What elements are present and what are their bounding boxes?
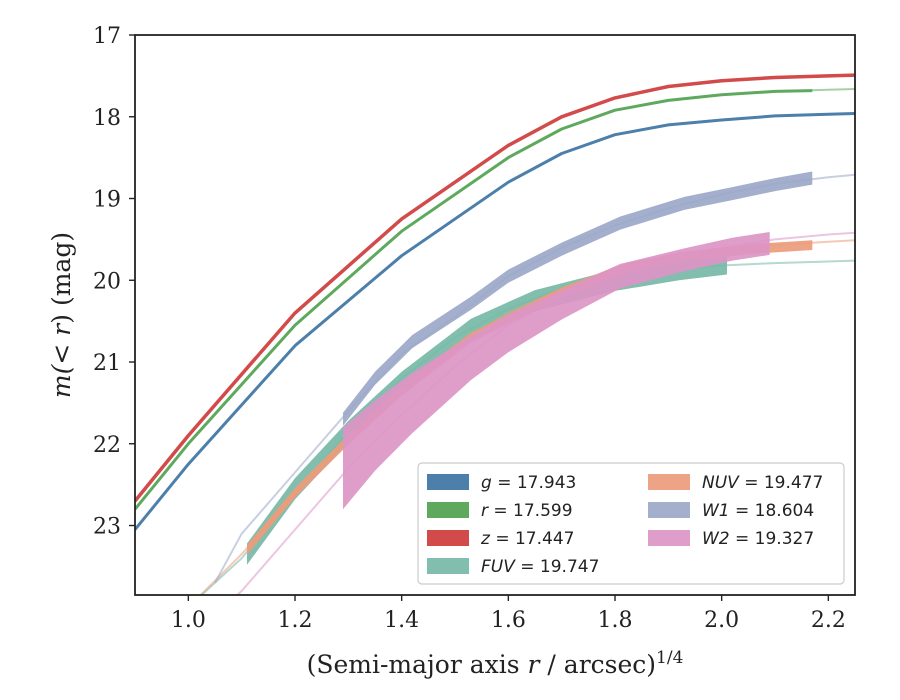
series-W2 — [235, 231, 855, 595]
y-tick-label: 19 — [93, 188, 121, 213]
y-tick-label: 22 — [93, 433, 121, 458]
series-r — [135, 88, 855, 511]
series-z — [135, 73, 855, 503]
x-tick-label: 2.0 — [704, 608, 739, 633]
legend-item-NUV: NUV = 19.477 — [648, 473, 823, 493]
legend-box — [417, 462, 845, 585]
legend-item-W2: W2 = 19.327 — [648, 529, 814, 549]
x-tick-label: 1.0 — [171, 608, 206, 633]
y-tick-label: 20 — [93, 269, 121, 294]
y-axis-title-var: r — [47, 322, 76, 336]
x-tick-label: 1.4 — [384, 608, 419, 633]
legend-swatch-r — [427, 502, 469, 518]
legend-swatch-W2 — [648, 530, 690, 546]
x-axis-title: (Semi-major axis r / arcsec)1/4 — [307, 648, 684, 679]
legend-label-W1: W1 = 18.604 — [702, 501, 814, 521]
y-axis-title-pre: m(< — [47, 336, 76, 398]
series-W1 — [214, 171, 855, 584]
legend-item-z: z = 17.447 — [427, 529, 574, 549]
legend-item-FUV: FUV = 19.747 — [427, 557, 599, 577]
legend-label-W2: W2 = 19.327 — [702, 529, 814, 549]
legend-swatch-g — [427, 474, 469, 490]
legend-label-g: g = 17.943 — [481, 473, 576, 493]
x-axis-title-var: r — [528, 650, 542, 679]
legend-item-r: r = 17.599 — [427, 501, 573, 521]
data-band-W2 — [343, 232, 770, 510]
y-tick-label: 23 — [93, 515, 121, 540]
legend-swatch-NUV — [648, 474, 690, 490]
plot-frame — [134, 34, 856, 596]
y-axis-title: m(< r) (mag) — [47, 232, 76, 398]
x-axis-title-post: / arcsec) — [539, 650, 656, 679]
x-axis-ticks: 1.0 1.2 1.4 1.6 1.8 2.0 2.2 — [171, 595, 846, 633]
x-axis-title-sup: 1/4 — [656, 648, 683, 668]
y-tick-label: 17 — [93, 24, 121, 49]
legend: g = 17.943 r = 17.599 z = 17.447 FUV = 19.7… — [417, 462, 845, 585]
data-line-g — [135, 112, 855, 531]
legend-label-NUV: NUV = 19.477 — [702, 473, 823, 493]
legend-items: g = 17.943 r = 17.599 z = 17.447 FUV = 19.7… — [427, 473, 823, 577]
x-axis-title-pre: (Semi-major axis — [307, 650, 528, 679]
x-tick-label: 1.8 — [598, 608, 633, 633]
series-layer — [135, 73, 855, 595]
data-line-z — [135, 73, 855, 503]
y-axis-ticks: 17 18 19 20 21 22 23 — [93, 24, 135, 540]
legend-item-W1: W1 = 18.604 — [648, 501, 814, 521]
x-tick-label: 2.2 — [811, 608, 846, 633]
legend-label-z: z = 17.447 — [480, 529, 574, 549]
y-tick-label: 21 — [93, 351, 121, 376]
legend-label-r: r = 17.599 — [481, 501, 573, 521]
y-tick-label: 18 — [93, 106, 121, 131]
legend-swatch-z — [427, 530, 469, 546]
x-tick-label: 1.2 — [278, 608, 313, 633]
legend-swatch-FUV — [427, 558, 469, 574]
model-curve-r — [135, 88, 855, 510]
y-axis-title-post: ) (mag) — [47, 232, 76, 324]
x-tick-label: 1.6 — [491, 608, 526, 633]
data-line-r — [135, 89, 813, 511]
legend-item-g: g = 17.943 — [427, 473, 576, 493]
legend-swatch-W1 — [648, 502, 690, 518]
data-band-FUV — [247, 253, 727, 565]
legend-label-FUV: FUV = 19.747 — [481, 557, 599, 577]
series-g — [135, 112, 855, 531]
